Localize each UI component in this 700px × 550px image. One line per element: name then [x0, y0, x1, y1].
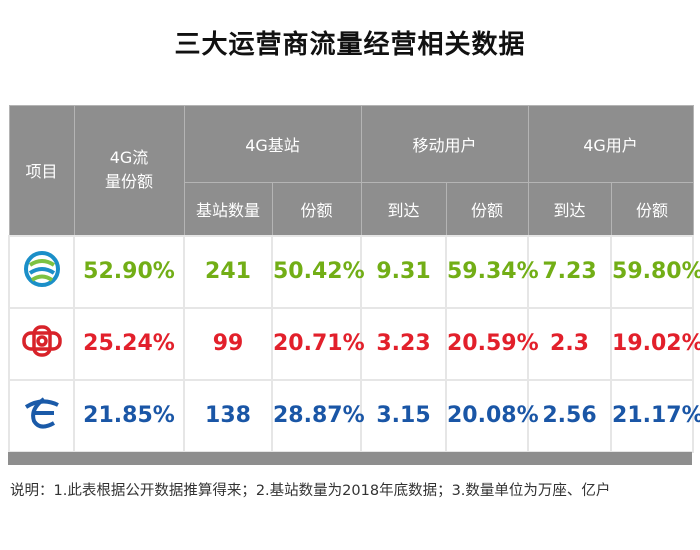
- value-cell: 2.3: [527, 306, 613, 381]
- footnote: 说明：1.此表根据公开数据推算得来；2.基站数量为2018年底数据；3.数量单位…: [10, 483, 611, 499]
- header-cell: 基站数量: [183, 182, 273, 236]
- value-cell: 25.24%: [73, 306, 185, 381]
- china-telecom-logo: [24, 396, 59, 428]
- value-cell: 19.02%: [610, 306, 700, 381]
- header-cell: 份额: [445, 182, 529, 236]
- logo-cell: [8, 306, 75, 381]
- logo-cell: [8, 234, 75, 309]
- value-cell: 138: [183, 378, 273, 453]
- value-cell: 52.90%: [73, 234, 185, 309]
- value-cell: 59.80%: [610, 234, 700, 309]
- logo-cell: [8, 378, 75, 453]
- value-cell: 99: [183, 306, 273, 381]
- value-cell: 7.23: [527, 234, 613, 309]
- header-cell: 项目: [8, 105, 75, 236]
- header-cell: 4G基站: [183, 105, 362, 183]
- value-cell: 20.08%: [444, 378, 539, 453]
- header-cell: 到达: [527, 182, 612, 236]
- value-cell: 59.34%: [444, 234, 539, 309]
- value-cell: 241: [183, 234, 273, 309]
- value-cell: 3.15: [360, 378, 447, 453]
- value-cell: 3.23: [360, 306, 447, 381]
- value-cell: 50.42%: [271, 234, 365, 309]
- value-cell: 2.56: [527, 378, 613, 453]
- china-mobile-logo: [23, 250, 60, 287]
- china-unicom-logo: [21, 324, 62, 357]
- value-cell: 9.31: [360, 234, 447, 309]
- header-cell: 份额: [610, 182, 694, 236]
- value-cell: 20.59%: [444, 306, 539, 381]
- header-cell: 4G用户: [527, 105, 694, 183]
- value-cell: 21.85%: [73, 378, 185, 453]
- table-footer-bar: [8, 452, 692, 465]
- header-cell: 4G流量份额: [73, 105, 185, 236]
- header-cell: 移动用户: [360, 105, 529, 183]
- value-cell: 21.17%: [610, 378, 700, 453]
- title: 三大运营商流量经营相关数据: [174, 30, 526, 60]
- value-cell: 28.87%: [271, 378, 365, 453]
- header-cell: 份额: [271, 182, 362, 236]
- data-table: 项目 4G流量份额 4G基站 移动用户 4G用户 基站数量 份额 到达 份额 到达 份额 …: [8, 105, 700, 453]
- header-text: 4G流量份额: [104, 148, 153, 192]
- value-cell: 20.71%: [271, 306, 365, 381]
- header-cell: 到达: [360, 182, 447, 236]
